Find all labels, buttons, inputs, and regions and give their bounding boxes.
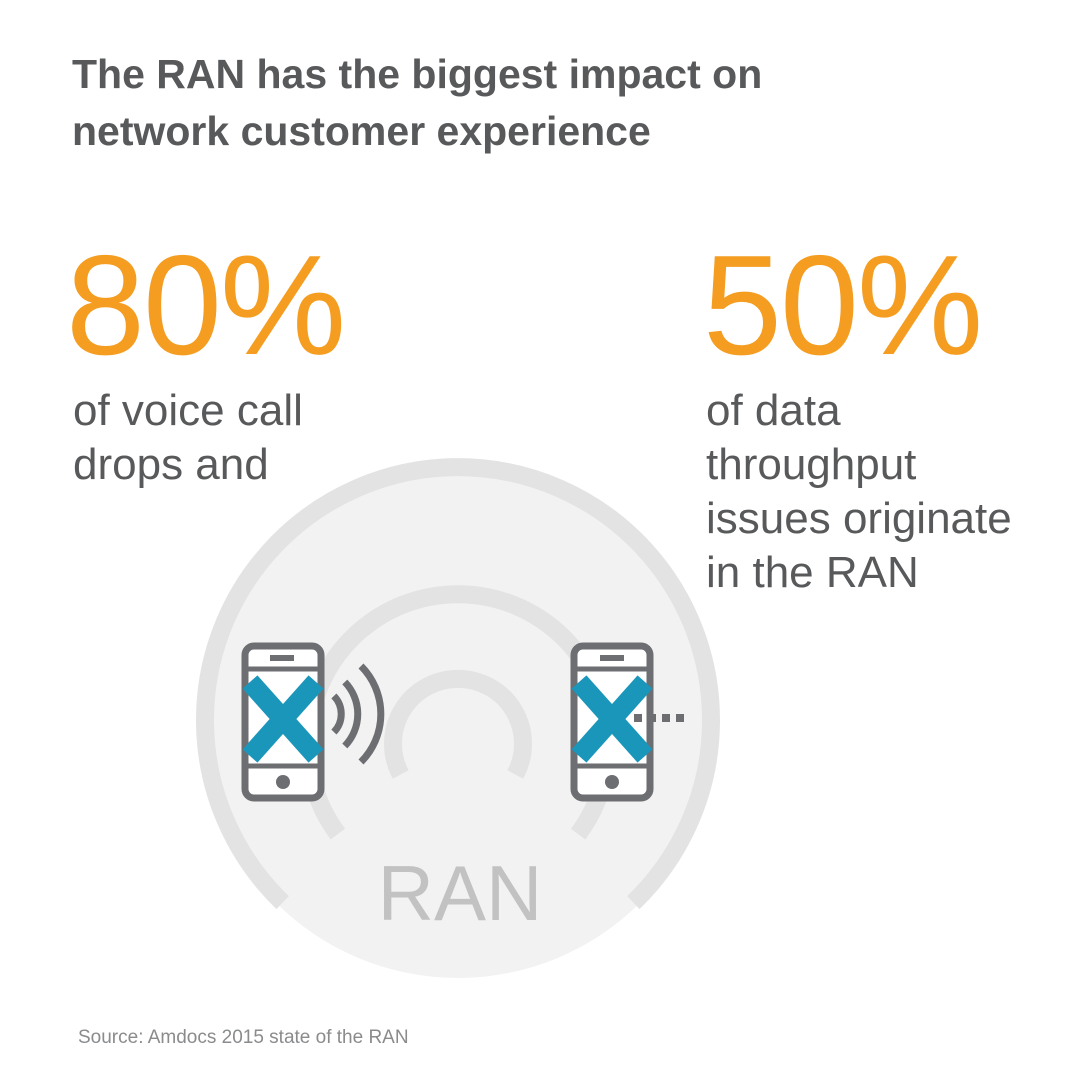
ran-ring-outer (196, 458, 720, 910)
title-line-1: The RAN has the biggest impact on (72, 51, 763, 97)
title-line-2: network customer experience (72, 108, 651, 154)
x-mark-icon (571, 675, 653, 763)
stat-data-line: of data (706, 386, 841, 435)
page-title: The RAN has the biggest impact on networ… (72, 46, 1032, 160)
stat-data-value: 50% (703, 226, 983, 385)
stat-data-line: throughput (706, 440, 917, 489)
phone-call-dropped-icon (241, 642, 325, 802)
stat-data-line: issues originate (706, 494, 1012, 543)
data-dots-icon (634, 714, 684, 722)
signal-waves-icon (331, 663, 385, 765)
stat-data-description: of data throughput issues originate in t… (706, 384, 1012, 600)
ran-ring-inner (384, 669, 532, 779)
ran-circle-background (200, 462, 716, 978)
stat-voice-value: 80% (66, 226, 346, 385)
stat-voice-line: drops and (73, 440, 269, 489)
stat-voice-line: of voice call (73, 386, 303, 435)
x-mark-icon (242, 675, 324, 763)
stat-voice-description: of voice call drops and (73, 384, 303, 492)
stat-data-line: in the RAN (706, 548, 919, 597)
ran-label: RAN (377, 849, 543, 937)
source-note: Source: Amdocs 2015 state of the RAN (78, 1027, 409, 1048)
